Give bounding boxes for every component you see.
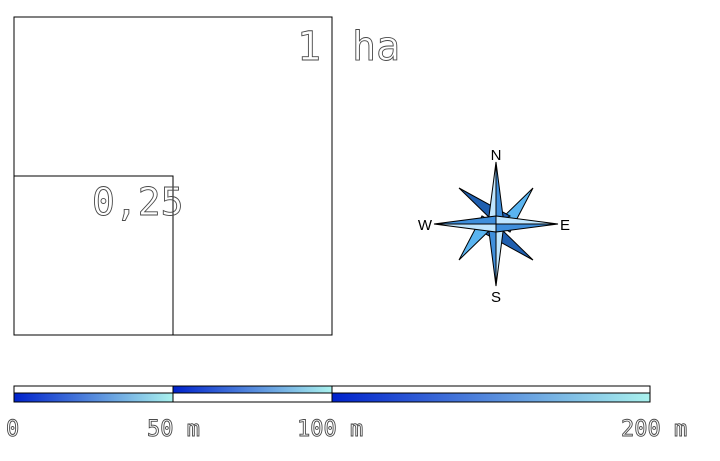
compass-north-label: N xyxy=(491,147,502,164)
scale-label-100: 100 m xyxy=(297,417,363,442)
quarter-hectare-square xyxy=(13,175,174,336)
hectare-value-label: 1 xyxy=(297,24,321,70)
compass-rose-icon xyxy=(433,161,559,287)
scale-segment-50-100-bottom xyxy=(172,392,333,403)
scale-segment-100-200-bottom xyxy=(331,392,651,403)
scale-label-0: 0 xyxy=(6,417,19,442)
compass-south-label: S xyxy=(491,289,501,306)
scale-segment-0-50-bottom xyxy=(13,392,174,403)
quarter-hectare-label: 0,25 xyxy=(92,180,184,224)
scale-segment-100-200-top xyxy=(331,385,651,394)
hectare-unit-label: ha xyxy=(352,24,400,70)
scale-bar xyxy=(13,385,651,403)
compass-west-label: W xyxy=(418,217,433,234)
scale-segment-50-100-top xyxy=(172,385,333,394)
scale-label-200: 200 m xyxy=(621,417,687,442)
scale-label-50: 50 m xyxy=(147,417,200,442)
scale-segment-0-50-top xyxy=(13,385,174,394)
compass-east-label: E xyxy=(560,217,570,234)
